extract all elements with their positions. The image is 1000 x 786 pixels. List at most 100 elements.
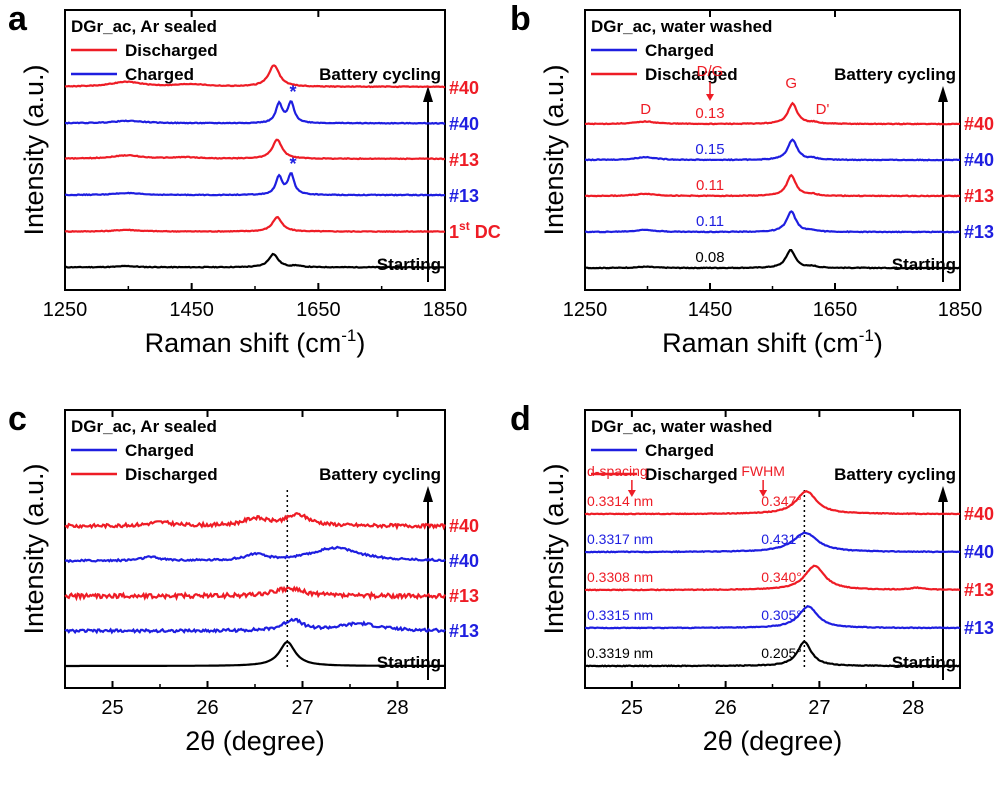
band-label-dg: D/G: [697, 63, 724, 80]
trace-label: #13: [964, 618, 994, 638]
trace-line: [64, 545, 446, 564]
dg-ratio-value: 0.08: [695, 249, 724, 266]
trace-line: [584, 640, 961, 668]
fwhm-value: 0.305°: [761, 607, 802, 623]
x-axis-label-text: Raman shift (cm: [145, 328, 342, 358]
trace-label-text: #40: [449, 114, 479, 134]
y-axis-label: Intensity (a.u.): [539, 64, 569, 235]
x-tick-label: 1850: [938, 299, 983, 321]
trace-label-sup: st: [459, 219, 470, 233]
x-axis-label-close: ): [356, 328, 365, 358]
trace-line: [584, 210, 961, 234]
battery-cycling-label: Battery cycling: [834, 65, 956, 84]
trace-line: [64, 138, 446, 161]
legend-entry-label: Discharged: [645, 465, 738, 484]
legend-title: DGr_ac, Ar sealed: [71, 417, 217, 436]
trace-label: #40: [449, 78, 479, 98]
trace-label: #40: [964, 504, 994, 524]
band-label-g: G: [785, 75, 797, 92]
x-tick-label: 26: [715, 697, 737, 719]
x-axis-label-text: Raman shift (cm: [662, 328, 859, 358]
dg-arrow-head: [706, 94, 714, 101]
trace-label: #13: [449, 586, 479, 606]
legend-title: DGr_ac, water washed: [591, 17, 772, 36]
legend-entry-label: Charged: [125, 441, 194, 460]
trace-line: [584, 173, 961, 198]
cycling-arrow-head: [938, 486, 948, 502]
panel-letter: b: [510, 0, 531, 38]
trace-line: [584, 564, 961, 592]
x-axis-label-sup: -1: [859, 326, 874, 345]
trace-label-text: #40: [964, 542, 994, 562]
trace-label: 1st DC: [449, 219, 501, 242]
legend-entry-label: Discharged: [125, 41, 218, 60]
trace-label-starting: Starting: [892, 653, 956, 672]
panel-letter: c: [8, 400, 27, 438]
x-tick-label: 28: [902, 697, 924, 719]
header-arrow-head: [627, 490, 636, 497]
trace-line: [64, 172, 445, 197]
trace-label: #13: [964, 186, 994, 206]
legend-title: DGr_ac, water washed: [591, 417, 772, 436]
trace-line: [64, 585, 447, 602]
cycling-arrow-head: [938, 86, 948, 102]
trace-label-starting: Starting: [892, 255, 956, 274]
trace-label: #40: [964, 150, 994, 170]
x-tick-label: 1850: [423, 299, 468, 321]
y-axis-label: Intensity (a.u.): [19, 64, 49, 235]
trace-line: [64, 215, 445, 233]
trace-line: [64, 64, 446, 89]
plot-frame: [64, 409, 446, 689]
cycling-arrow-head: [423, 486, 433, 502]
trace-label: #13: [449, 150, 479, 170]
trace-line: [64, 617, 446, 635]
legend-entry-label: Charged: [645, 41, 714, 60]
trace-label-text: 1: [449, 222, 459, 242]
trace-label: #13: [449, 621, 479, 641]
panel-a: a 1250 1450 1650 1850 Raman shift (cm-1) Inten…: [8, 0, 501, 358]
trace-label-text: #13: [449, 186, 479, 206]
x-axis-label-sup: -1: [341, 326, 356, 345]
fwhm-value: 0.431°: [761, 531, 802, 547]
trace-label-starting: Starting: [377, 255, 441, 274]
trace-line: [65, 100, 446, 125]
plot-frame: [64, 9, 446, 291]
trace-label: #13: [964, 580, 994, 600]
x-tick-label: 25: [101, 697, 123, 719]
x-tick-label: 1250: [563, 299, 608, 321]
legend-entry-label: Charged: [645, 441, 714, 460]
fwhm-value: 0.205°: [761, 645, 802, 661]
trace-label-text: #13: [964, 222, 994, 242]
trace-label: #40: [449, 516, 479, 536]
x-tick-label: 27: [291, 697, 313, 719]
trace-line: [64, 252, 446, 269]
d-spacing-value: 0.3314 nm: [587, 493, 653, 509]
trace-line: [584, 604, 961, 630]
x-tick-label: 25: [621, 697, 643, 719]
dg-ratio-value: 0.13: [695, 105, 724, 122]
trace-label-text: #13: [449, 150, 479, 170]
x-tick-label: 1450: [688, 299, 733, 321]
x-tick-label: 27: [808, 697, 830, 719]
cycling-arrow-head: [423, 86, 433, 102]
trace-label-text: #40: [964, 150, 994, 170]
fwhm-value: 0.347°: [761, 493, 802, 509]
trace-label-text: #13: [449, 586, 479, 606]
d-spacing-header: d-spacing: [587, 463, 648, 479]
trace-label: #40: [449, 551, 479, 571]
trace-label-text: #40: [964, 114, 994, 134]
panel-letter: a: [8, 0, 28, 38]
trace-line: [64, 512, 447, 531]
header-arrow-head: [759, 490, 768, 497]
x-axis-label-close: ): [874, 328, 883, 358]
trace-label-text: #13: [964, 618, 994, 638]
trace-label-text: #40: [964, 504, 994, 524]
legend-entry-label: Discharged: [125, 465, 218, 484]
panel-c: c 25 26 27 28 2θ (degree) Intensity (a.u.) DGr_…: [8, 400, 479, 756]
x-tick-label: 28: [386, 697, 408, 719]
trace-label: #40: [964, 114, 994, 134]
trace-label-text: #13: [964, 186, 994, 206]
trace-line: [65, 640, 445, 668]
y-axis-label: Intensity (a.u.): [539, 463, 569, 634]
